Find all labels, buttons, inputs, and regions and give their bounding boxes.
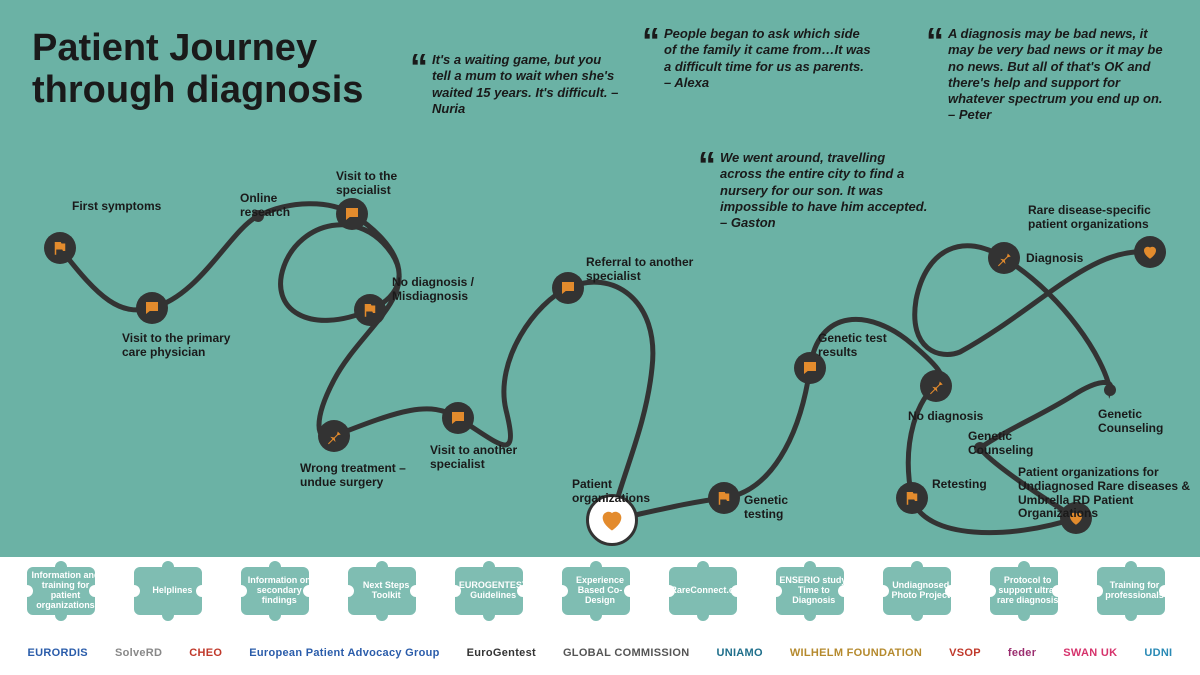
puzzle-label-10: Training for professionals [1099, 581, 1171, 601]
logo-9: feder [1008, 647, 1036, 659]
puzzle-row: Information and training for patient org… [0, 555, 1200, 627]
label-retesting: Retesting [932, 478, 1012, 492]
logo-1: SolveRD [115, 647, 162, 659]
puzzle-3: Next Steps Toolkit [340, 557, 432, 625]
label-gen-counsel-2: Genetic Counseling [1098, 408, 1188, 436]
label-no-diagnosis-2: No diagnosis [908, 410, 998, 424]
label-diagnosis: Diagnosis [1026, 252, 1106, 266]
puzzle-label-9: Protocol to support ultra-rare diagnosis [992, 576, 1064, 606]
puzzle-8: Undiagnosed Photo Project [875, 557, 967, 625]
puzzle-6: RareConnect.org [661, 557, 753, 625]
label-primary-care: Visit to the primary care physician [122, 332, 242, 360]
node-primary-care [136, 292, 168, 324]
label-wrong-treatment: Wrong treatment – undue surgery [300, 462, 430, 490]
puzzle-5: Experience Based Co-Design [554, 557, 646, 625]
node-no-diagnosis-2 [920, 370, 952, 402]
logo-2: CHEO [189, 647, 222, 659]
logo-10: SWAN UK [1063, 647, 1117, 659]
logo-3: European Patient Advocacy Group [249, 647, 439, 659]
puzzle-2: Information on secondary findings [233, 557, 325, 625]
puzzle-label-8: Undiagnosed Photo Project [885, 581, 957, 601]
puzzle-0: Information and training for patient org… [19, 557, 111, 625]
node-wrong-treatment [318, 420, 350, 452]
label-another-spec: Visit to another specialist [430, 444, 560, 472]
puzzle-label-1: Helplines [152, 586, 192, 596]
puzzle-label-7: ENSERIO study. Time to Diagnosis [778, 576, 850, 606]
label-patient-orgs: Patient organizations [572, 478, 682, 506]
label-gen-counsel-1: Genetic Counseling [968, 430, 1058, 458]
logo-11: UDNI [1144, 647, 1172, 659]
logo-6: UNIAMO [716, 647, 762, 659]
puzzle-10: Training for professionals [1089, 557, 1181, 625]
puzzle-label-2: Information on secondary findings [243, 576, 315, 606]
node-another-spec [442, 402, 474, 434]
label-test-results: Genetic test results [818, 332, 908, 360]
logo-8: VSOP [949, 647, 981, 659]
node-referral [552, 272, 584, 304]
puzzle-4: EUROGENTEST Guidelines [447, 557, 539, 625]
puzzle-9: Protocol to support ultra-rare diagnosis [982, 557, 1074, 625]
label-undiag-orgs: Patient organizations for Undiagnosed Ra… [1018, 466, 1198, 521]
label-specialist: Visit to the specialist [336, 170, 426, 198]
puzzle-label-3: Next Steps Toolkit [350, 581, 422, 601]
puzzle-7: ENSERIO study. Time to Diagnosis [768, 557, 860, 625]
logo-4: EuroGentest [467, 647, 536, 659]
label-online-research: Online research [240, 192, 330, 220]
puzzle-label-6: RareConnect.org [670, 586, 743, 596]
logo-0: EURORDIS [27, 647, 87, 659]
label-first-symptoms: First symptoms [72, 200, 162, 214]
node-retesting [896, 482, 928, 514]
puzzle-label-0: Information and training for patient org… [29, 571, 101, 611]
node-first-symptoms [44, 232, 76, 264]
node-gen-counsel-2 [1104, 384, 1116, 396]
logo-5: GLOBAL COMMISSION [563, 647, 690, 659]
node-specialist [336, 198, 368, 230]
logo-row: EURORDIS SolveRD CHEO European Patient Advo… [0, 635, 1200, 671]
logo-7: WILHELM FOUNDATION [790, 647, 922, 659]
node-rare-orgs [1134, 236, 1166, 268]
node-no-diagnosis-1 [354, 294, 386, 326]
puzzle-label-5: Experience Based Co-Design [564, 576, 636, 606]
node-diagnosis [988, 242, 1020, 274]
node-genetic-testing [708, 482, 740, 514]
label-no-diagnosis-1: No diagnosis / Misdiagnosis [392, 276, 512, 304]
puzzle-label-4: EUROGENTEST Guidelines [457, 581, 529, 601]
label-rare-orgs: Rare disease-specific patient organizati… [1028, 204, 1188, 232]
label-genetic-testing: Genetic testing [744, 494, 824, 522]
label-referral: Referral to another specialist [586, 256, 716, 284]
puzzle-1: Helplines [126, 557, 218, 625]
